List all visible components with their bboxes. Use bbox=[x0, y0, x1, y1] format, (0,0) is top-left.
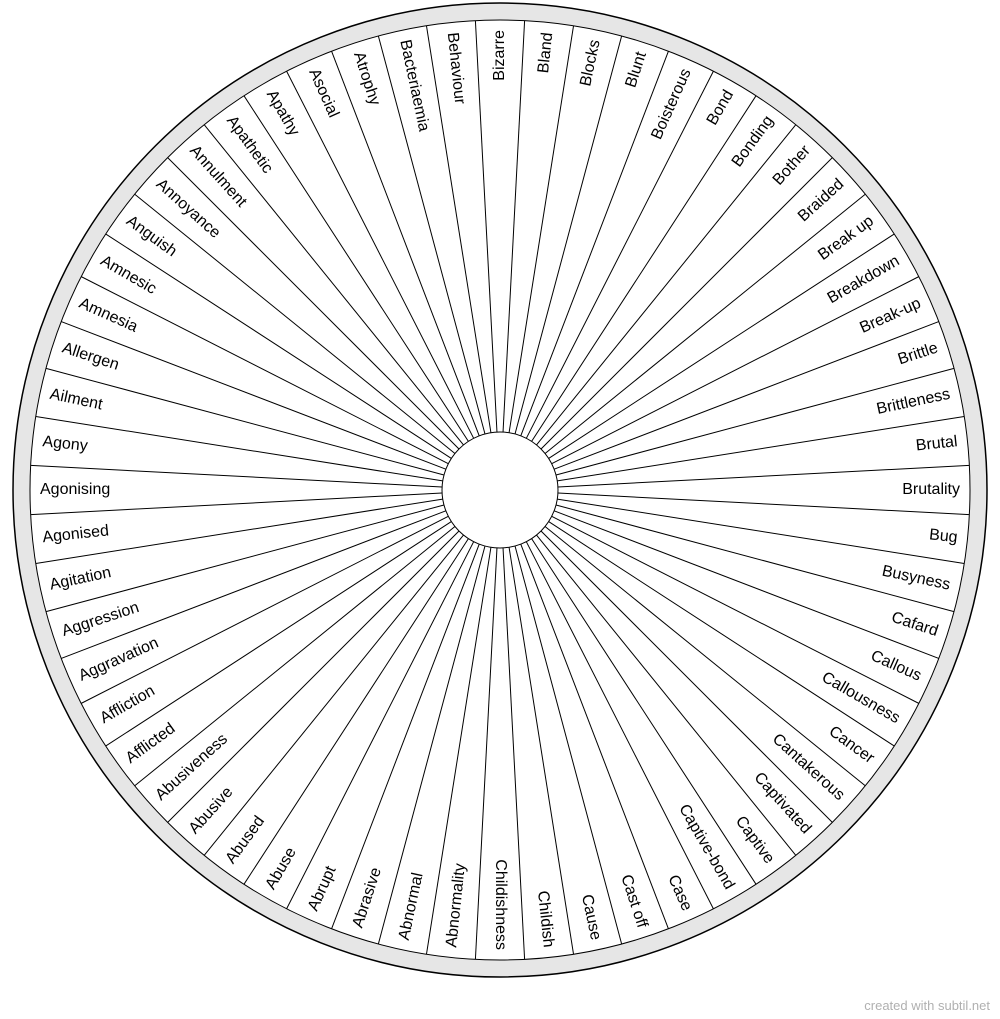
segment-label: Bizarre bbox=[491, 30, 508, 81]
segment-label: Bug bbox=[928, 526, 958, 546]
segment-label: Childishness bbox=[492, 859, 509, 950]
credit-text: created with subtil.net bbox=[864, 998, 990, 1013]
radial-chart: AgonisingAgonyAilmentAllergenAmnesiaAmne… bbox=[0, 0, 1000, 1019]
segment-label: Brutality bbox=[902, 481, 960, 498]
segment-label: Agonising bbox=[40, 481, 110, 498]
